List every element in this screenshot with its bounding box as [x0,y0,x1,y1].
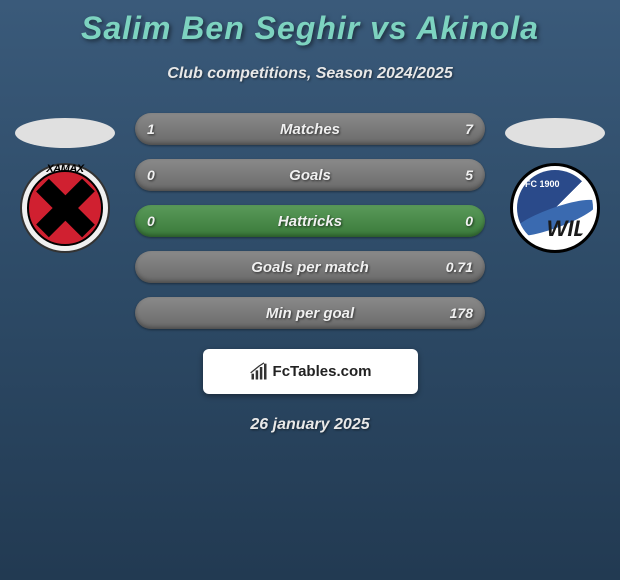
page-title: Salim Ben Seghir vs Akinola [0,0,620,47]
stat-value-right: 0.71 [446,259,473,275]
stat-label: Matches [280,121,340,138]
footer-brand-text: FcTables.com [273,363,372,380]
stat-row: 0 Hattricks 0 [135,205,485,237]
stat-row: Min per goal 178 [135,297,485,329]
stat-value-left: 1 [147,121,155,137]
stat-value-right: 178 [450,305,473,321]
stat-value-right: 5 [465,167,473,183]
chart-icon [249,362,269,382]
stat-row: 0 Goals 5 [135,159,485,191]
stats-comparison: 1 Matches 7 0 Goals 5 0 Hattricks 0 Goals per mat… [0,113,620,329]
stat-row: Goals per match 0.71 [135,251,485,283]
stat-label: Min per goal [266,305,354,322]
stat-value-left: 0 [147,167,155,183]
stat-label: Hattricks [278,213,342,230]
footer-brand-badge[interactable]: FcTables.com [203,349,418,394]
date-label: 26 january 2025 [0,416,620,434]
subtitle: Club competitions, Season 2024/2025 [0,65,620,83]
stat-value-right: 0 [465,213,473,229]
stat-value-left: 0 [147,213,155,229]
stat-label: Goals per match [251,259,369,276]
stat-row: 1 Matches 7 [135,113,485,145]
stat-value-right: 7 [465,121,473,137]
stat-label: Goals [289,167,331,184]
